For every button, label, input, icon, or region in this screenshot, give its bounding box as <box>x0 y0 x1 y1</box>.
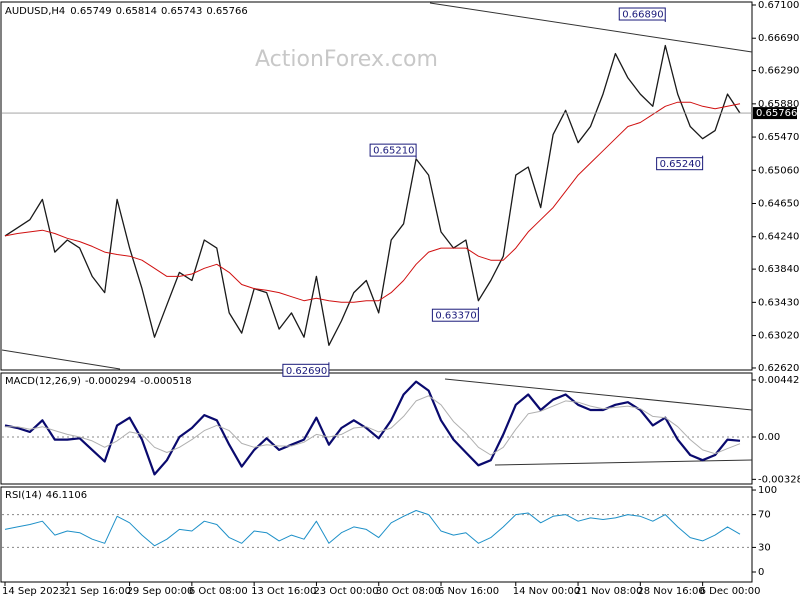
annotation-box <box>656 157 704 171</box>
rsi-value: 46.1106 <box>46 490 87 501</box>
current-price-label: 0.65766 <box>756 108 797 119</box>
y-tick-label: 0.67100 <box>758 0 799 11</box>
y-tick-label: -0.003288 <box>758 474 800 485</box>
x-tick-label: 6 Oct 08:00 <box>189 586 248 597</box>
annotation-label: 0.65210 <box>373 146 414 157</box>
macd-header: MACD(12,26,9) -0.000294 -0.000518 <box>5 376 192 387</box>
annotation-box <box>282 363 330 377</box>
price-header: AUDUSD,H4 0.65749 0.65814 0.65743 0.65766 <box>5 6 248 17</box>
series-line <box>4 380 741 476</box>
current-price-box <box>753 107 797 120</box>
x-tick-label: 6 Dec 00:00 <box>700 586 761 597</box>
x-tick-label: 14 Sep 2023 <box>2 586 65 597</box>
y-tick-label: 0.004427 <box>758 375 800 386</box>
y-tick-label: 0.65880 <box>758 99 799 110</box>
y-tick-label: 70 <box>758 510 771 521</box>
macd-value: -0.000294 <box>85 376 136 387</box>
trend-line <box>444 378 753 411</box>
trend-line <box>494 459 753 466</box>
annotation-label: 0.66890 <box>622 10 663 21</box>
annotation-label: 0.62690 <box>286 366 327 377</box>
trend-line <box>429 2 753 53</box>
y-tick-label: 0.65470 <box>758 132 799 143</box>
price-panel <box>0 1 753 371</box>
y-tick-label: 0.63430 <box>758 297 799 308</box>
symbol: AUDUSD,H4 <box>5 6 65 17</box>
rsi-header: RSI(14) 46.1106 <box>5 490 87 501</box>
series-line <box>4 101 741 303</box>
y-tick-label: 0 <box>758 567 764 578</box>
x-tick-label: 21 Nov 08:00 <box>575 586 642 597</box>
y-tick-label: 100 <box>758 485 777 496</box>
watermark: ActionForex.com <box>255 47 438 72</box>
x-tick-label: 28 Nov 16:00 <box>637 586 704 597</box>
low: 0.65743 <box>161 6 202 17</box>
high: 0.65814 <box>116 6 157 17</box>
y-tick-label: 0.62620 <box>758 363 799 374</box>
annotation-box <box>618 7 666 21</box>
y-tick-label: 0.66690 <box>758 33 799 44</box>
annotation-label: 0.63370 <box>435 311 476 322</box>
y-tick-label: 0.00 <box>758 432 780 443</box>
close: 0.65766 <box>206 6 247 17</box>
annotation-box <box>369 143 417 157</box>
open: 0.65749 <box>70 6 111 17</box>
series-line <box>5 395 741 456</box>
x-tick-label: 30 Oct 08:00 <box>376 586 441 597</box>
rsi-panel <box>0 486 753 583</box>
annotation-box <box>431 308 479 322</box>
series-line <box>4 44 741 346</box>
y-tick-label: 30 <box>758 542 771 553</box>
y-tick-label: 0.66290 <box>758 66 799 77</box>
x-tick-label: 29 Sep 00:00 <box>127 586 194 597</box>
signal-value: -0.000518 <box>140 376 191 387</box>
x-tick-label: 13 Oct 16:00 <box>251 586 316 597</box>
macd-title: MACD(12,26,9) <box>5 376 81 387</box>
y-tick-label: 0.64650 <box>758 199 799 210</box>
x-tick-label: 6 Nov 16:00 <box>438 586 499 597</box>
trend-line <box>1 349 121 370</box>
x-tick-label: 14 Nov 00:00 <box>513 586 580 597</box>
y-tick-label: 0.64240 <box>758 232 799 243</box>
x-tick-label: 21 Sep 16:00 <box>64 586 131 597</box>
annotation-label: 0.65240 <box>660 159 701 170</box>
y-tick-label: 0.63020 <box>758 331 799 342</box>
x-tick-label: 23 Oct 00:00 <box>313 586 378 597</box>
series-line <box>4 510 741 547</box>
rsi-title: RSI(14) <box>5 490 42 501</box>
y-tick-label: 0.65060 <box>758 165 799 176</box>
y-tick-label: 0.63840 <box>758 264 799 275</box>
macd-panel <box>0 372 753 485</box>
